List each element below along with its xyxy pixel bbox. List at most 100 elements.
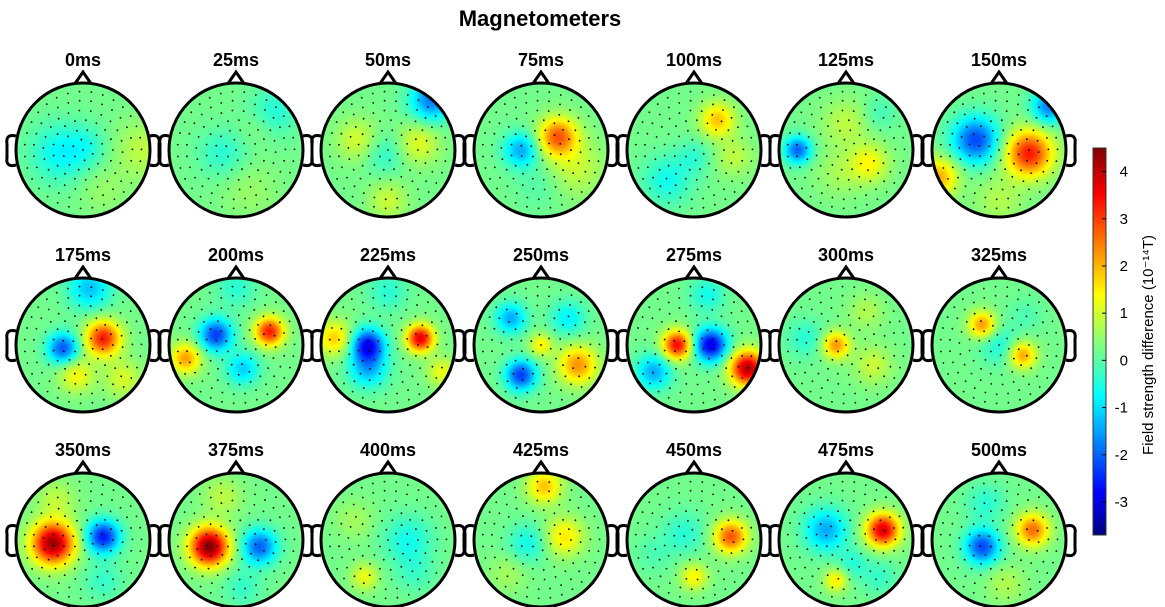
sensor-dot [859,576,862,578]
sensor-dot [854,152,857,155]
sensor-dot [731,334,734,337]
sensor-dot [1045,115,1048,117]
sensor-dot [83,159,86,162]
sensor-dots [23,285,143,405]
sensor-dot [644,545,646,548]
sensor-dot [869,180,872,183]
sensor-dot [990,383,993,385]
sensor-dot [221,400,223,403]
sensor-dots [176,285,296,405]
sensor-dot [803,512,806,515]
sensor-dot [889,170,892,173]
sensor-dot [388,354,391,357]
sensor-dot [415,159,417,162]
sensor-dot [553,329,556,331]
sensor-dot [1055,550,1058,553]
sensor-dot [401,381,404,383]
sensor-dot [893,572,896,574]
sensor-dot [362,192,365,195]
sensor-dot [510,143,513,146]
sensor-dot [727,324,730,327]
sensor-dot [372,297,375,299]
sensor-dot [675,125,677,127]
sensor-dot [852,305,855,307]
sensor-dot [424,162,427,165]
sensor-dot [996,528,999,531]
sensor-dot [712,348,715,351]
sensor-dot [441,366,443,369]
sensor-dot [667,554,670,557]
sensor-dot [542,509,545,512]
sensor-dot [361,359,364,362]
sensor-dot [493,361,496,364]
sensor-dot [652,371,654,374]
sensor-dot [741,527,743,529]
sensor-dot [854,197,856,200]
sensor-dot [401,576,404,578]
sensor-dot [82,149,84,151]
sensor-dot [221,554,224,556]
sensor-dot [491,350,493,353]
sensor-dot [126,516,128,519]
sensor-dot [990,120,992,123]
sensor-dot [652,566,654,569]
sensor-dot [951,522,954,525]
sensor-dot [90,91,93,93]
sensor-dot [1037,541,1040,543]
sensor-dot [384,597,387,600]
sensor-dot [349,136,352,138]
sensor-dot [210,117,213,120]
sensor-dot [514,301,517,304]
sensor-dot [1046,137,1048,139]
sensor-dot [63,379,66,382]
sensor-dot [371,482,374,485]
sensor-dot [97,357,99,360]
sensor-dot [1006,532,1008,535]
sensor-dot [217,125,219,127]
sensor-dot [406,484,409,486]
sensor-dot [526,196,529,199]
sensor-dot [998,149,1000,151]
sensor-dots [634,285,754,405]
sensor-dot [996,333,999,336]
sensor-dot [826,574,829,577]
sensor-dot [288,125,291,128]
sensor-dot [678,525,680,528]
sensor-dot [393,168,395,171]
sensor-dots [634,90,754,210]
sensor-dot [102,194,104,197]
sensor-dots [23,480,143,600]
sensor-dot [24,155,26,158]
sensor-dot [708,162,710,165]
sensor-dot [47,363,50,366]
sensor-dot [248,565,251,568]
sensor-dot [102,584,104,586]
sensor-dot [655,526,658,528]
sensor-dot [119,116,122,119]
sensor-dot [796,338,798,341]
sensor-dot [656,298,659,300]
sensor-dot [101,153,104,156]
sensor-dot [827,515,829,517]
sensor-dot [984,554,987,556]
sensor-dot [731,529,734,532]
colorbar-tick-label: 4 [1120,164,1128,181]
sensor-dot [879,519,882,522]
sensor-dot [787,350,789,353]
sensor-dot [74,545,76,548]
sensor-dot [91,587,93,590]
sensor-dot [436,148,439,151]
sensor-dot [1042,516,1044,519]
topomap-panel: 375ms [158,440,314,607]
sensor-dot [648,501,651,504]
sensor-dot [282,505,285,507]
sensor-dot [723,344,725,346]
sensor-dot [713,584,715,586]
sensor-dot [348,548,351,551]
sensor-dot [68,391,71,394]
sensor-dot [444,160,447,163]
sensor-dot [580,386,583,388]
sensor-dot [803,317,806,320]
sensor-dot [505,363,508,366]
topomap-panel: 150ms [921,50,1077,219]
